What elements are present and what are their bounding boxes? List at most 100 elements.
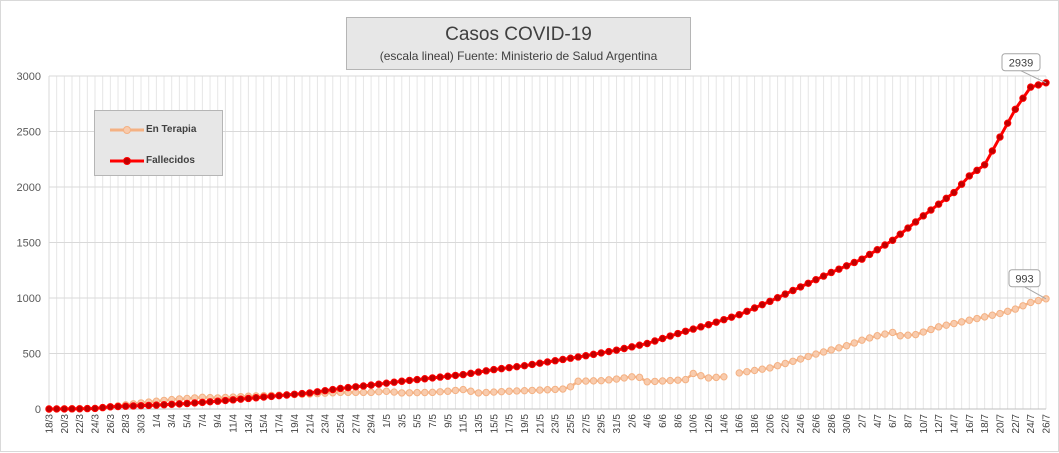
- data-point-fallecidos: [888, 236, 897, 244]
- x-tick-label: 8/7: [903, 414, 914, 428]
- callout-value: 2939: [1009, 57, 1033, 69]
- data-point-fallecidos: [214, 397, 222, 405]
- data-point-en-terapia: [873, 332, 881, 340]
- data-point-fallecidos: [405, 376, 414, 385]
- x-tick-label: 22/7: [1011, 414, 1022, 434]
- data-point-fallecidos: [398, 377, 406, 385]
- x-tick-label: 1/5: [382, 414, 393, 428]
- data-point-en-terapia: [697, 372, 705, 380]
- x-tick-label: 13/4: [244, 414, 255, 434]
- data-point-en-terapia: [758, 365, 766, 373]
- x-tick-label: 6/7: [888, 414, 899, 428]
- data-point-fallecidos: [628, 343, 636, 351]
- x-tick-label: 22/3: [75, 414, 86, 434]
- x-tick-label: 24/7: [1026, 414, 1037, 434]
- chart-title: Casos COVID-19: [445, 24, 592, 45]
- data-point-en-terapia: [973, 314, 981, 323]
- data-point-fallecidos: [221, 396, 230, 405]
- x-tick-label: 13/5: [474, 414, 485, 434]
- data-point-en-terapia: [436, 388, 444, 396]
- data-point-en-terapia: [927, 325, 935, 334]
- x-tick-label: 2/6: [627, 414, 638, 428]
- data-point-fallecidos: [106, 403, 115, 411]
- data-point-en-terapia: [658, 377, 667, 385]
- data-point-en-terapia: [528, 386, 536, 395]
- data-point-fallecidos: [451, 371, 460, 380]
- x-tick-labels: 18/3 20/3 22/3 24/3 26/3 28/3 30/3 1/4 3/4 5/4 7/4…: [45, 414, 1053, 434]
- data-point-fallecidos: [582, 352, 590, 360]
- data-point-en-terapia: [988, 311, 997, 319]
- callout-leader: [1024, 286, 1047, 300]
- x-tick-label: 21/5: [535, 414, 546, 434]
- x-tick-label: 9/5: [443, 414, 454, 428]
- x-tick-label: 5/4: [183, 414, 194, 428]
- data-point-fallecidos: [198, 398, 207, 407]
- data-point-fallecidos: [68, 405, 76, 413]
- data-point-en-terapia: [681, 375, 690, 384]
- x-tick-label: 27/4: [351, 414, 362, 434]
- series-layer: [45, 79, 1050, 413]
- data-point-fallecidos: [704, 320, 713, 329]
- data-point-en-terapia: [835, 344, 843, 352]
- data-point-fallecidos: [858, 255, 866, 263]
- data-point-fallecidos: [283, 391, 291, 399]
- data-point-en-terapia: [950, 319, 958, 328]
- data-point-fallecidos: [344, 383, 352, 392]
- data-point-en-terapia: [735, 369, 743, 377]
- data-point-fallecidos: [336, 384, 345, 393]
- data-point-en-terapia: [551, 385, 559, 394]
- data-point-en-terapia: [689, 369, 697, 378]
- data-point-fallecidos: [474, 368, 483, 376]
- data-point-fallecidos: [766, 297, 774, 306]
- data-point-en-terapia: [773, 362, 782, 370]
- x-tick-label: 3/5: [397, 414, 408, 428]
- legend-label-fallecidos: Fallecidos: [146, 155, 195, 166]
- data-point-fallecidos: [428, 374, 437, 382]
- x-tick-label: 12/6: [704, 414, 715, 434]
- y-tick-label: 3000: [17, 71, 41, 83]
- x-tick-label: 20/6: [765, 414, 776, 434]
- data-point-en-terapia: [605, 376, 613, 384]
- data-point-fallecidos: [566, 354, 575, 362]
- data-point-fallecidos: [1034, 81, 1043, 89]
- data-point-en-terapia: [704, 374, 713, 382]
- data-point-en-terapia: [497, 387, 506, 396]
- data-point-fallecidos: [528, 360, 536, 369]
- data-point-fallecidos: [881, 241, 889, 249]
- data-point-fallecidos: [390, 378, 398, 386]
- data-point-en-terapia: [428, 388, 437, 397]
- chart-subtitle: (escala lineal) Fuente: Ministerio de Sa…: [379, 49, 658, 63]
- data-point-en-terapia: [804, 352, 812, 361]
- data-point-fallecidos: [812, 275, 820, 284]
- x-tick-label: 15/4: [259, 414, 270, 434]
- x-tick-label: 5/5: [413, 414, 424, 428]
- data-point-fallecidos: [896, 230, 904, 238]
- data-point-fallecidos: [413, 375, 421, 384]
- data-point-fallecidos: [505, 363, 513, 372]
- data-point-fallecidos: [865, 250, 874, 259]
- data-point-en-terapia: [957, 318, 966, 326]
- data-point-fallecidos: [359, 382, 368, 390]
- y-tick-label: 2500: [17, 127, 41, 139]
- x-tick-label: 8/6: [673, 414, 684, 428]
- data-point-fallecidos: [183, 399, 191, 408]
- data-point-en-terapia: [490, 388, 498, 396]
- data-point-en-terapia: [505, 387, 513, 395]
- data-point-en-terapia: [911, 330, 920, 339]
- data-point-en-terapia: [896, 332, 904, 340]
- data-point-en-terapia: [582, 377, 590, 385]
- data-point-fallecidos: [773, 294, 782, 302]
- data-point-en-terapia: [965, 316, 974, 324]
- x-tick-label: 7/4: [198, 414, 209, 428]
- data-point-fallecidos: [551, 357, 559, 365]
- data-point-en-terapia: [796, 355, 805, 363]
- data-point-fallecidos: [306, 389, 314, 397]
- x-tick-label: 16/6: [735, 414, 746, 434]
- data-point-en-terapia: [934, 323, 943, 331]
- legend-swatch-fallecidos: [110, 157, 144, 165]
- data-point-en-terapia: [904, 331, 912, 339]
- data-point-fallecidos: [758, 300, 766, 309]
- x-tick-label: 24/3: [91, 414, 102, 434]
